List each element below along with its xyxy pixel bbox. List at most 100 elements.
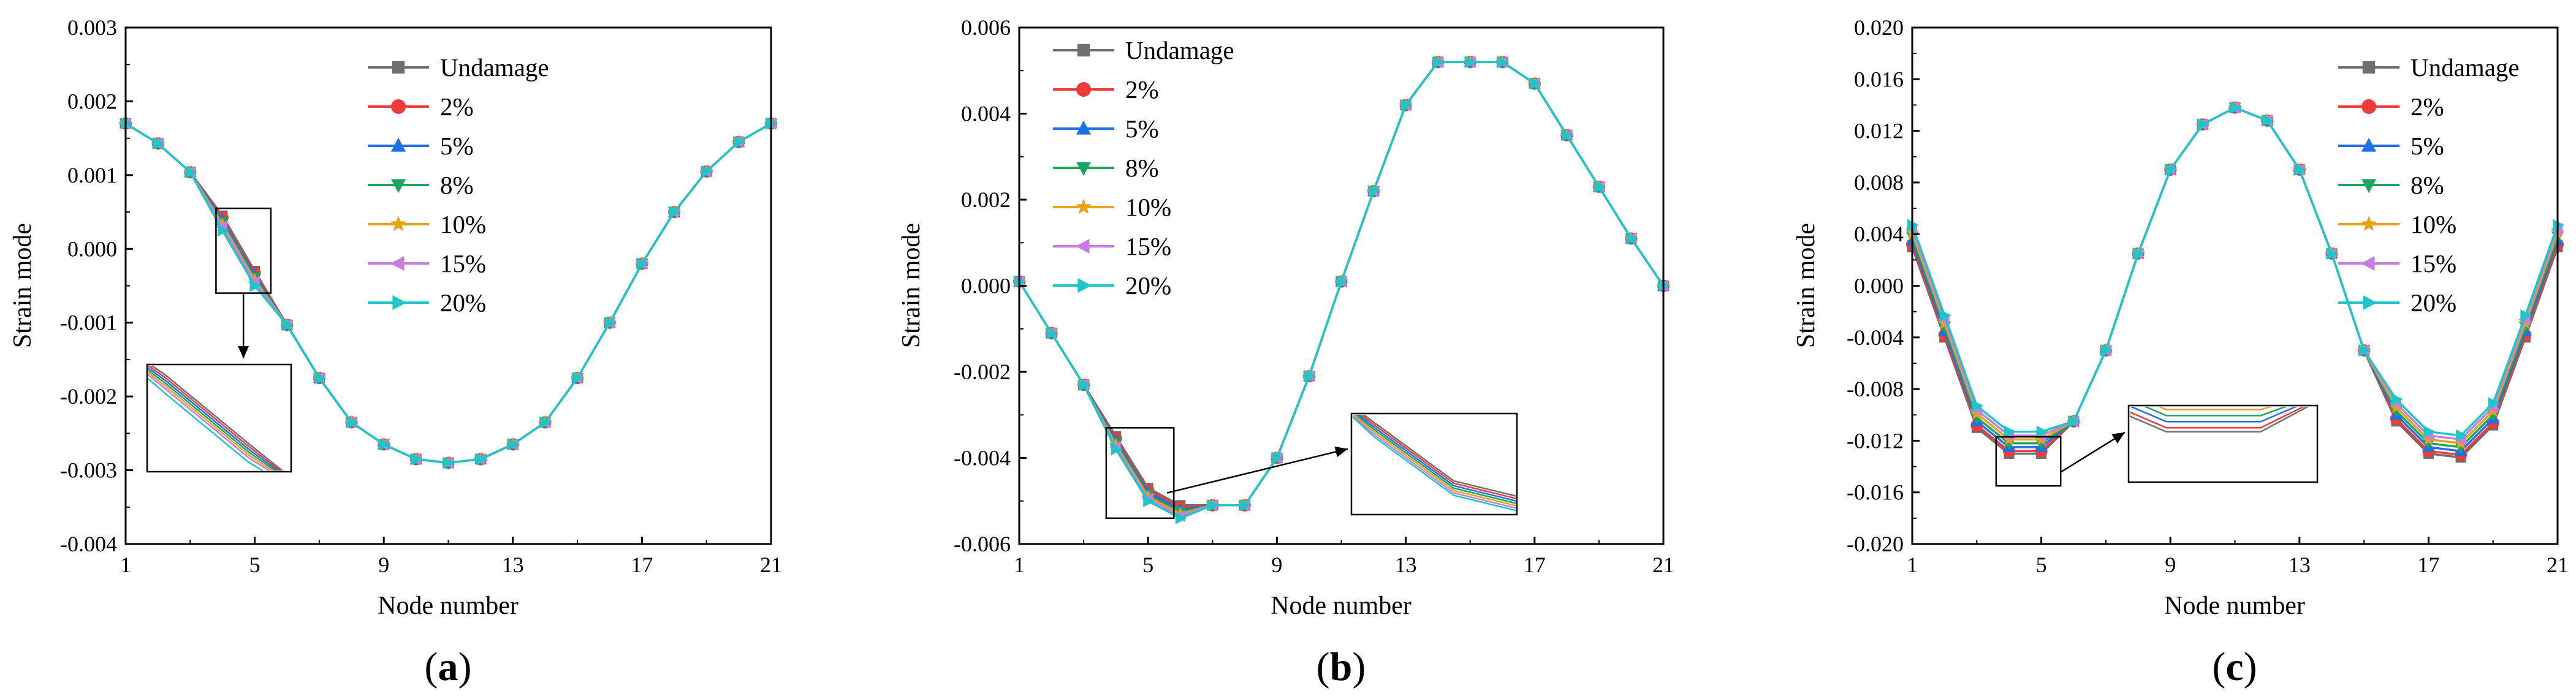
y-tick-label: 0.020 — [1854, 15, 1904, 40]
y-tick-label: 0.002 — [961, 187, 1011, 212]
data-point — [2456, 429, 2468, 442]
y-tick-label: 0.003 — [67, 15, 117, 40]
panel-b: 1 5 9 13 17 21 -0.006 -0.004 -0.002 0.000 0.002 0.0… — [897, 15, 1674, 689]
zoom-arrow-head — [238, 346, 249, 358]
zoom-series-line — [1353, 415, 1516, 509]
data-point — [1272, 452, 1284, 464]
legend-marker — [2361, 99, 2376, 114]
zoom-series-line — [2157, 407, 2273, 410]
data-point — [282, 319, 294, 331]
x-tick-label: 13 — [2289, 553, 2311, 577]
zoom-lines — [2130, 407, 2309, 433]
panel-c: 1 5 9 13 17 21 -0.020 -0.016 -0.012 -0.008 -0.004 0… — [1792, 15, 2569, 689]
data-point — [2165, 163, 2178, 176]
legend-marker — [392, 295, 407, 310]
x-tick-label: 13 — [1395, 553, 1417, 577]
y-tick-label: -0.003 — [60, 458, 117, 483]
inset-zoom-b — [1105, 412, 1518, 520]
inset-zoom-c — [1995, 404, 2319, 487]
data-point — [346, 416, 359, 429]
x-axis-label-b: Node number — [1271, 592, 1411, 620]
zoom-series-line — [1362, 415, 1516, 497]
panel-a: 1 5 9 13 17 21 -0.004 -0.003 -0.002 -0.001 0.000 0.… — [9, 15, 782, 689]
zoom-lines — [148, 366, 284, 470]
data-point — [1972, 399, 1984, 412]
data-point — [1111, 443, 1123, 456]
x-tick-label: 21 — [760, 553, 782, 577]
zoom-source-box — [1105, 427, 1175, 520]
zoom-series-line — [148, 371, 273, 470]
legend-marker — [390, 216, 407, 232]
zoom-arrow-head — [1334, 446, 1348, 458]
legend-marker — [1075, 198, 1092, 214]
zoom-arrow-head — [2111, 432, 2125, 444]
series-line — [1911, 106, 2559, 441]
zoom-series-line — [2143, 407, 2287, 417]
data-point — [153, 137, 165, 150]
y-tick-label: -0.002 — [60, 384, 117, 409]
y-tick-label: -0.012 — [1847, 428, 1904, 453]
y-tick-label: 0.012 — [1854, 119, 1904, 143]
x-axis-label-a: Node number — [378, 592, 519, 620]
series-line — [1911, 106, 2559, 453]
y-tick-label: -0.004 — [60, 532, 117, 556]
x-tick-label: 13 — [502, 553, 524, 577]
data-point — [1594, 180, 1606, 193]
data-point — [2069, 415, 2081, 428]
zoom-arrow-line — [1166, 448, 1348, 494]
series-c-2 — [1906, 100, 2564, 456]
y-tick-label: -0.004 — [954, 446, 1011, 470]
legend-marker — [2361, 137, 2376, 152]
y-tick-label: -0.006 — [954, 532, 1011, 556]
data-point — [249, 279, 262, 292]
data-point — [2294, 163, 2306, 176]
data-point — [476, 453, 488, 466]
x-tick-label: 17 — [2417, 553, 2439, 577]
legend-entry: Undamage — [440, 53, 549, 81]
data-point — [1400, 99, 1413, 111]
legend-entry: 10% — [440, 210, 486, 238]
data-point — [2327, 247, 2339, 260]
data-point — [2359, 344, 2371, 357]
data-point — [1626, 232, 1638, 245]
data-point — [1207, 499, 1220, 512]
zoom-series-line — [2130, 407, 2309, 433]
legend-b: Undamage 2% 5% 8% 10% 15% 20% — [1053, 36, 1234, 300]
legend-entry: 20% — [440, 289, 486, 317]
zoom-series-line — [1359, 415, 1516, 499]
legend-marker — [1075, 239, 1090, 254]
axis-ticks-b: 1 5 9 13 17 21 -0.006 -0.004 -0.002 0.000 0.002 0.0… — [954, 15, 1674, 577]
legend-entry: 8% — [440, 171, 474, 199]
y-tick-label: 0.000 — [67, 236, 117, 261]
legend-entry: 2% — [440, 93, 474, 121]
data-point — [540, 416, 552, 429]
data-point — [2197, 118, 2209, 131]
panel-label-c: (c) — [2212, 644, 2257, 689]
data-point — [379, 438, 391, 451]
x-tick-label: 9 — [378, 553, 389, 577]
data-point — [2230, 101, 2242, 114]
x-tick-label: 5 — [249, 553, 260, 577]
zoom-series-line — [1354, 415, 1516, 504]
zoom-series-line — [148, 366, 281, 470]
y-tick-label: -0.020 — [1847, 532, 1904, 556]
series-c-4 — [1905, 100, 2564, 449]
x-axis-label-c: Node number — [2164, 592, 2305, 620]
legend-marker — [1077, 278, 1092, 293]
x-tick-label: 17 — [631, 553, 653, 577]
data-point — [637, 257, 649, 270]
series-c-6 — [1907, 101, 2564, 442]
zoom-series-line — [2130, 407, 2298, 423]
data-point — [2133, 247, 2145, 260]
legend-marker — [1076, 162, 1091, 176]
legend-entry: 5% — [1125, 115, 1159, 143]
y-tick-label: 0.001 — [67, 163, 117, 187]
legend-entry: 15% — [2411, 249, 2456, 278]
y-tick-label: 0.004 — [1854, 222, 1904, 246]
x-tick-label: 21 — [1652, 553, 1674, 577]
legend-entry: 8% — [2411, 171, 2444, 199]
data-point — [1369, 184, 1381, 197]
y-tick-label: -0.004 — [1847, 325, 1904, 350]
data-point — [669, 206, 682, 219]
y-tick-label: 0.000 — [1854, 274, 1904, 298]
